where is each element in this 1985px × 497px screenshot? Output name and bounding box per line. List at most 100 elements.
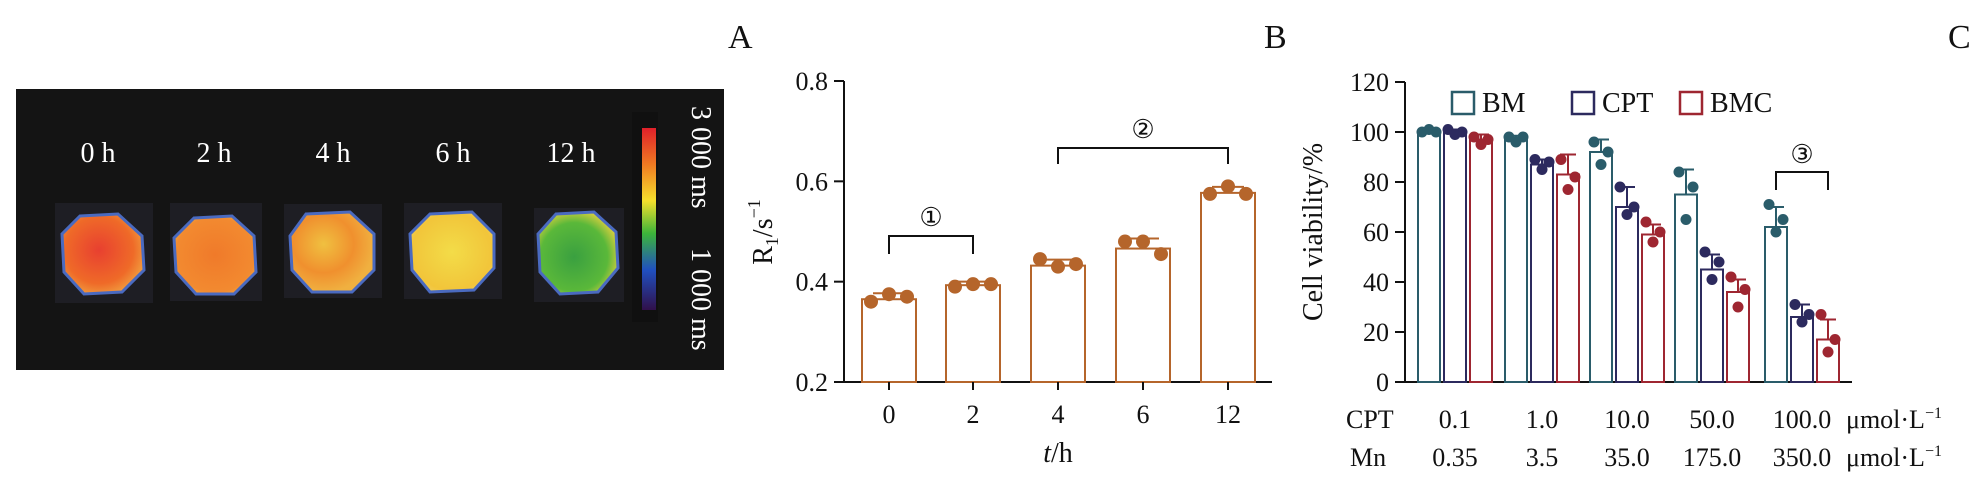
c-bar-cpt <box>1700 268 1724 383</box>
b-bar <box>1115 247 1171 383</box>
b-data-point <box>984 277 998 292</box>
c-legend-swatch-cpt <box>1570 90 1596 116</box>
c-data-point <box>1673 166 1685 178</box>
c-data-point <box>1510 136 1522 148</box>
time-label-2h: 2 h <box>197 138 232 169</box>
b-data-point <box>1051 259 1065 274</box>
b-x-tick-label: 2 <box>967 400 980 429</box>
sample-6h <box>408 210 496 294</box>
c-y-tick-label: 20 <box>1363 318 1389 347</box>
sample-2h <box>172 214 258 296</box>
c-bar-bmc <box>1816 338 1840 383</box>
colorbar-top-label: 3 000 ms <box>685 106 716 209</box>
b-data-point <box>1221 179 1235 194</box>
c-significance-bracket <box>1775 171 1829 190</box>
c-unit-row1: μmol·L−1 <box>1846 405 1942 434</box>
c-data-point <box>1621 209 1633 220</box>
c-data-point <box>1475 139 1487 150</box>
c-data-point <box>1647 236 1659 248</box>
c-mn-value: 0.35 <box>1432 443 1478 472</box>
c-bar-bm <box>1589 151 1613 383</box>
c-legend-swatch-bm <box>1450 90 1476 116</box>
b-data-point <box>1136 234 1150 249</box>
c-mn-value: 350.0 <box>1773 443 1832 472</box>
c-legend-label-bmc: BMC <box>1710 88 1772 119</box>
c-y-label: Cell viability/% <box>1298 143 1329 321</box>
c-mn-value: 35.0 <box>1604 443 1650 472</box>
b-bar <box>1030 264 1086 384</box>
c-data-point <box>1640 216 1652 228</box>
b-data-point <box>882 287 896 302</box>
b-y-tick-label: 0.2 <box>796 368 829 397</box>
c-data-point <box>1529 154 1541 165</box>
c-y-tick-label: 60 <box>1363 218 1389 247</box>
c-bar-cpt <box>1443 131 1467 383</box>
c-data-point <box>1602 146 1614 158</box>
c-y-tick-label: 120 <box>1350 68 1389 97</box>
b-bar <box>945 284 1001 384</box>
panel-label-c: C <box>1948 19 1971 56</box>
b-x-label: t/h <box>1043 438 1073 469</box>
c-bar-bm <box>1764 226 1788 383</box>
panel-c-chart: Cell viability/% CPT Mn μmol·L−1 μmol·L−… <box>1298 68 1942 472</box>
c-data-point <box>1732 301 1744 313</box>
c-data-point <box>1815 309 1827 320</box>
b-x-tick-label: 12 <box>1215 400 1241 429</box>
sample-4h <box>288 210 376 294</box>
c-data-point <box>1562 184 1574 195</box>
b-data-point <box>948 279 962 294</box>
panel-label-b: B <box>1264 19 1287 56</box>
b-data-point <box>1239 186 1253 201</box>
c-data-point <box>1822 346 1834 358</box>
c-data-point <box>1687 181 1699 193</box>
b-x-tick-label: 6 <box>1137 400 1150 429</box>
c-row2-label: Mn <box>1350 443 1386 472</box>
b-data-point <box>900 289 914 304</box>
c-row1-label: CPT <box>1346 405 1394 434</box>
b-data-point <box>1118 234 1132 249</box>
b-bar <box>861 298 917 384</box>
c-data-point <box>1725 271 1737 283</box>
b-significance-bracket <box>1057 147 1229 164</box>
b-x-tick-label: 0 <box>883 400 896 429</box>
c-data-point <box>1595 159 1607 170</box>
c-data-point <box>1569 171 1581 183</box>
b-y-tick-label: 0.4 <box>796 268 829 297</box>
b-data-point <box>966 277 980 292</box>
c-bar-bmc <box>1469 138 1493 383</box>
c-bar-bmc <box>1556 173 1580 383</box>
c-cpt-value: 10.0 <box>1604 405 1650 434</box>
b-x-tick-label: 4 <box>1052 400 1065 429</box>
c-data-point <box>1423 124 1435 135</box>
c-data-point <box>1536 164 1548 175</box>
c-bracket-label: ③ <box>1790 140 1813 169</box>
c-data-point <box>1770 226 1782 238</box>
b-y-tick-label: 0.6 <box>796 167 829 196</box>
c-data-point <box>1763 199 1775 210</box>
sample-0h <box>60 212 146 296</box>
c-data-point <box>1543 156 1555 168</box>
colorbar-bottom-label: 1 000 ms <box>685 248 716 351</box>
c-data-point <box>1449 129 1461 140</box>
c-data-point <box>1803 309 1815 320</box>
c-y-tick-label: 40 <box>1363 268 1389 297</box>
time-label-6h: 6 h <box>436 138 471 169</box>
sample-12h <box>536 210 620 296</box>
c-data-point <box>1614 181 1626 193</box>
b-data-point <box>1154 247 1168 262</box>
c-data-point <box>1829 334 1841 345</box>
c-data-point <box>1739 284 1751 295</box>
c-bar-bm <box>1504 138 1528 383</box>
time-label-12h: 12 h <box>547 138 596 169</box>
c-data-point <box>1588 136 1600 148</box>
c-y-tick-label: 80 <box>1363 168 1389 197</box>
c-data-point <box>1789 299 1801 310</box>
time-label-0h: 0 h <box>81 138 116 169</box>
c-mn-value: 175.0 <box>1683 443 1742 472</box>
b-significance-bracket <box>888 235 974 254</box>
b-y-tick-label: 0.8 <box>796 67 829 96</box>
panel-a-image: 0 h 2 h 4 h 6 h 12 h 3 000 ms 1 000 ms <box>16 89 724 370</box>
c-data-point <box>1555 154 1567 165</box>
panel-b-chart: R1/s−1 t/h 0.2 0.4 0.6 0.8 0 2 4 6 12 ① ② <box>744 67 1272 469</box>
